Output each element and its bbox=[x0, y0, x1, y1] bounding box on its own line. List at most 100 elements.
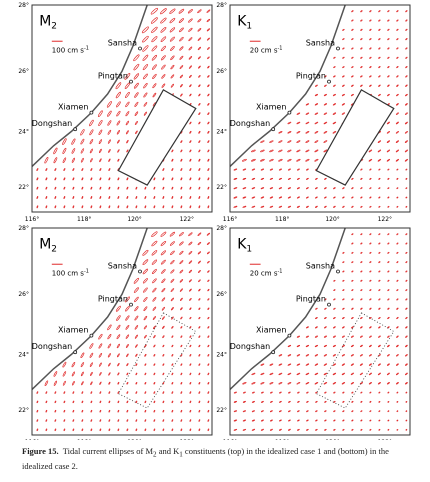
tidal-ellipse bbox=[161, 74, 166, 79]
tidal-ellipse bbox=[71, 381, 75, 386]
tidal-ellipse bbox=[36, 400, 39, 404]
tidal-ellipse bbox=[396, 261, 399, 264]
tidal-ellipse bbox=[188, 260, 193, 264]
caption-label: Figure 15. bbox=[22, 446, 59, 456]
tidal-ellipse bbox=[90, 409, 93, 413]
tidal-ellipse bbox=[180, 307, 183, 311]
tidal-ellipse bbox=[180, 381, 183, 385]
place-dot bbox=[287, 333, 292, 338]
tidal-ellipse bbox=[124, 92, 130, 99]
tidal-ellipse bbox=[351, 400, 354, 403]
y-tick-label: 28° bbox=[18, 225, 29, 232]
tidal-ellipse bbox=[386, 149, 391, 153]
tidal-ellipse bbox=[396, 233, 399, 236]
tidal-ellipse bbox=[207, 168, 210, 172]
x-tick-label: 122° bbox=[378, 216, 392, 223]
tidal-ellipse bbox=[369, 279, 372, 282]
tidal-ellipse bbox=[405, 38, 408, 41]
tidal-ellipse bbox=[72, 186, 75, 190]
tidal-ellipse bbox=[197, 9, 202, 14]
tidal-ellipse bbox=[297, 428, 300, 431]
tidal-ellipse bbox=[171, 205, 174, 209]
tidal-ellipse bbox=[171, 325, 174, 329]
tidal-ellipse bbox=[324, 410, 327, 413]
tidal-ellipse bbox=[188, 232, 193, 237]
tidal-ellipse bbox=[81, 428, 84, 432]
tidal-ellipse bbox=[160, 8, 167, 15]
tidal-ellipse bbox=[198, 121, 201, 125]
tidal-ellipse bbox=[116, 315, 121, 321]
tidal-ellipse bbox=[278, 410, 282, 413]
tidal-ellipse bbox=[251, 400, 255, 403]
constituent-label: K1 bbox=[237, 237, 252, 255]
tidal-ellipse bbox=[116, 130, 120, 135]
tidal-ellipse bbox=[278, 196, 283, 199]
tidal-ellipse bbox=[323, 354, 328, 357]
tidal-ellipse bbox=[296, 363, 301, 366]
tidal-ellipse bbox=[396, 177, 399, 180]
tidal-ellipse bbox=[54, 428, 57, 432]
tidal-ellipse bbox=[333, 317, 336, 320]
tidal-ellipse bbox=[180, 409, 183, 413]
tidal-ellipse bbox=[360, 428, 363, 431]
tidal-ellipse bbox=[405, 372, 408, 376]
tidal-ellipse bbox=[269, 187, 274, 190]
tidal-ellipse bbox=[197, 18, 202, 23]
tidal-ellipse bbox=[171, 381, 174, 385]
tidal-ellipse bbox=[207, 47, 210, 50]
tidal-ellipse bbox=[360, 419, 363, 422]
tidal-ellipse bbox=[99, 409, 102, 413]
tidal-ellipse bbox=[359, 344, 363, 348]
tidal-ellipse bbox=[144, 391, 147, 394]
tidal-ellipse bbox=[395, 140, 399, 143]
tidal-ellipse bbox=[242, 382, 247, 385]
tidal-ellipse bbox=[342, 289, 345, 292]
tidal-ellipse bbox=[405, 10, 408, 13]
tidal-ellipse bbox=[386, 158, 391, 162]
tidal-ellipse bbox=[278, 177, 282, 180]
tidal-ellipse bbox=[171, 372, 174, 376]
tidal-ellipse bbox=[170, 74, 175, 79]
tidal-ellipse bbox=[160, 259, 166, 265]
tidal-ellipse bbox=[324, 400, 327, 403]
tidal-ellipse bbox=[387, 28, 390, 31]
tidal-ellipse bbox=[369, 335, 372, 338]
tidal-ellipse bbox=[360, 298, 363, 301]
tidal-ellipse bbox=[405, 391, 408, 394]
tidal-ellipse bbox=[368, 149, 373, 153]
tidal-ellipse bbox=[206, 37, 210, 41]
tidal-ellipse bbox=[90, 177, 93, 181]
place-name: Pingtan bbox=[98, 72, 128, 81]
place-name: Pingtan bbox=[98, 295, 128, 304]
tidal-ellipse bbox=[314, 93, 318, 97]
tidal-ellipse bbox=[396, 289, 399, 292]
tidal-ellipse bbox=[36, 196, 39, 199]
tidal-ellipse bbox=[242, 187, 247, 190]
tidal-ellipse bbox=[108, 205, 111, 209]
tidal-ellipse bbox=[90, 381, 93, 386]
tidal-ellipse bbox=[153, 428, 156, 432]
tidal-ellipse bbox=[189, 316, 192, 320]
tidal-ellipse bbox=[260, 158, 265, 162]
tidal-ellipse bbox=[251, 372, 256, 376]
tidal-ellipse bbox=[36, 391, 39, 394]
tidal-ellipse bbox=[171, 344, 174, 348]
tidal-ellipse bbox=[305, 196, 309, 199]
tidal-ellipse bbox=[296, 149, 301, 153]
tidal-ellipse bbox=[333, 410, 336, 413]
tidal-ellipse bbox=[332, 372, 337, 376]
tidal-ellipse bbox=[89, 138, 94, 145]
tidal-ellipse bbox=[369, 10, 372, 13]
tidal-ellipse bbox=[198, 65, 201, 69]
tidal-ellipse bbox=[188, 46, 193, 51]
tidal-ellipse bbox=[405, 335, 408, 338]
tidal-ellipse bbox=[395, 363, 399, 366]
tidal-ellipse bbox=[207, 158, 210, 162]
tidal-ellipse bbox=[89, 352, 94, 358]
tidal-ellipse bbox=[125, 305, 130, 312]
tidal-ellipse bbox=[207, 84, 210, 88]
tidal-ellipse bbox=[207, 205, 210, 209]
tidal-ellipse bbox=[198, 316, 201, 320]
tidal-ellipse bbox=[80, 362, 85, 368]
tidal-ellipse bbox=[405, 401, 408, 403]
